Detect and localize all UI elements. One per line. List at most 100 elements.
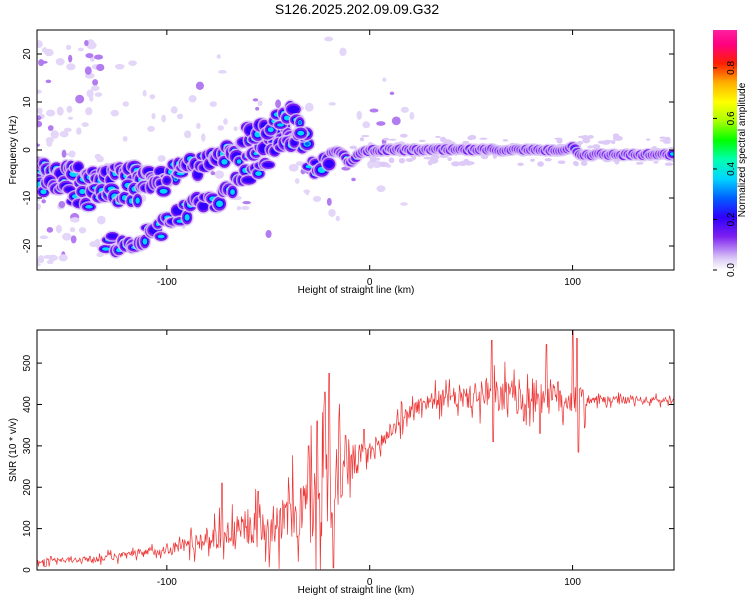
spectrogram-blob — [242, 177, 255, 184]
spectrogram-noise-blob — [39, 235, 49, 240]
spectrogram-noise-blob — [56, 106, 64, 116]
spectrogram-blob — [135, 197, 140, 204]
spectrogram-noise-blob — [61, 149, 67, 158]
spectrogram-noise-blob — [89, 241, 98, 248]
spectrogram-noise-blob — [369, 157, 377, 163]
top-x-ticks: -100 0 100 — [157, 30, 581, 288]
spectrogram-noise-blob — [78, 227, 87, 234]
bottom-y-tick-label: 400 — [22, 396, 33, 413]
bottom-x-tick-label: 0 — [367, 577, 373, 588]
spectrogram-noise-blob — [451, 161, 461, 167]
spectrogram-noise-blob — [369, 108, 379, 113]
spectrogram-noise-blob — [252, 98, 259, 102]
spectrogram-noise-blob — [335, 215, 340, 222]
spectrogram-noise-blob — [38, 60, 48, 64]
spectrogram-noise-blob — [122, 136, 128, 142]
spectrogram-noise-blob — [45, 79, 52, 84]
spectrogram-noise-blob — [612, 133, 620, 139]
spectrogram-blob — [163, 177, 170, 184]
spectrogram-noise-blob — [90, 85, 100, 92]
colorbar-tick-label: 0.8 — [726, 61, 737, 75]
spectrogram-noise-blob — [398, 157, 406, 164]
top-y-tick-label: 0 — [22, 147, 33, 153]
spectrogram-noise-blob — [216, 54, 221, 59]
spectrogram-noise-blob — [84, 39, 89, 47]
spectrogram-noise-blob — [383, 137, 390, 141]
figure-title: S126.2025.202.09.09.G32 — [275, 1, 439, 17]
spectrogram-noise-blob — [378, 161, 389, 168]
spectrogram-blob — [198, 202, 208, 211]
spectrogram-blob — [236, 159, 242, 164]
bottom-y-ticks: 0 100 200 300 400 500 — [22, 354, 674, 573]
spectrogram-noise-blob — [201, 133, 206, 142]
spectrogram-noise-blob — [65, 44, 72, 51]
spectrogram-noise-blob — [265, 230, 272, 239]
spectrogram-noise-blob — [58, 254, 68, 262]
spectrogram-noise-blob — [423, 156, 433, 160]
spectrogram-noise-blob — [324, 36, 334, 42]
spectrogram-noise-blob — [69, 227, 76, 233]
spectrogram-noise-blob — [96, 63, 105, 72]
spectrogram-noise-blob — [223, 118, 228, 125]
colorbar-label: Normalized spectral amplitude — [737, 82, 748, 217]
spectrogram-noise-blob — [233, 126, 238, 132]
spectrogram-noise-blob — [462, 140, 470, 144]
spectrogram-blob — [287, 105, 300, 114]
spectrogram-blob — [304, 142, 310, 146]
colorbar-tick-label: 0.2 — [726, 212, 737, 226]
spectrogram-blob — [101, 247, 111, 251]
spectrogram-noise-blob — [50, 132, 59, 136]
spectrogram-noise-blob — [502, 139, 508, 142]
spectrogram-noise-blob — [288, 163, 299, 172]
spectrogram-noise-blob — [147, 125, 155, 132]
spectrogram-noise-blob — [46, 139, 53, 147]
spectrogram-noise-blob — [465, 160, 473, 166]
spectrogram-noise-blob — [37, 89, 42, 94]
spectrogram-noise-blob — [67, 116, 74, 120]
spectrogram-noise-blob — [376, 121, 386, 126]
spectrogram-blob — [157, 234, 165, 239]
spectrogram-noise-blob — [587, 135, 594, 139]
spectrogram-noise-blob — [37, 259, 40, 266]
spectrogram-noise-blob — [81, 122, 89, 127]
snr-series-line — [37, 330, 674, 570]
spectrogram-noise-blob — [68, 150, 76, 158]
spectrogram-blob — [184, 214, 190, 221]
spectrogram-noise-blob — [142, 90, 147, 97]
spectrogram-noise-blob — [553, 137, 563, 140]
spectrogram-noise-blob — [468, 134, 477, 140]
spectrogram-blob — [159, 188, 168, 194]
spectrogram-noise-blob — [184, 130, 192, 139]
top-y-tick-label: -20 — [22, 238, 33, 253]
spectrogram-noise-blob — [46, 227, 54, 233]
bottom-x-tick-label: -100 — [157, 577, 177, 588]
spectrogram-noise-blob — [572, 160, 578, 166]
bottom-x-ticks: -100 0 100 — [157, 330, 581, 588]
spectrogram-noise-blob — [94, 54, 104, 60]
spectrogram-noise-blob — [530, 158, 535, 162]
spectrogram-noise-blob — [275, 99, 282, 109]
spectrogram-blob — [298, 121, 302, 125]
top-y-tick-label: 20 — [22, 48, 33, 60]
spectrogram-noise-blob — [592, 144, 601, 149]
spectrogram-noise-blob — [294, 178, 300, 184]
spectrogram-noise-blob — [257, 100, 263, 107]
spectrogram-noise-blob — [388, 138, 397, 141]
spectrogram-noise-blob — [389, 91, 395, 95]
top-y-ticks: -20 -10 0 10 20 — [22, 48, 674, 253]
spectrogram-noise-blob — [84, 66, 92, 75]
top-x-tick-label: 0 — [367, 277, 373, 288]
spectrogram-noise-blob — [400, 202, 408, 206]
spectrogram-noise-blob — [68, 54, 73, 63]
spectrogram-noise-blob — [48, 254, 58, 262]
spectrogram-noise-blob — [196, 122, 201, 130]
spectrogram-noise-blob — [58, 200, 66, 209]
spectrogram-trace-lower — [97, 126, 309, 259]
spectrogram-noise-blob — [157, 155, 166, 162]
spectrogram-noise-blob — [305, 189, 310, 196]
spectrogram-noise-blob — [312, 195, 322, 203]
spectrogram-noise-blob — [151, 112, 156, 120]
bottom-y-tick-label: 100 — [22, 520, 33, 537]
spectrogram-noise-blob — [361, 134, 370, 138]
spectrogram-noise-blob — [92, 79, 99, 86]
